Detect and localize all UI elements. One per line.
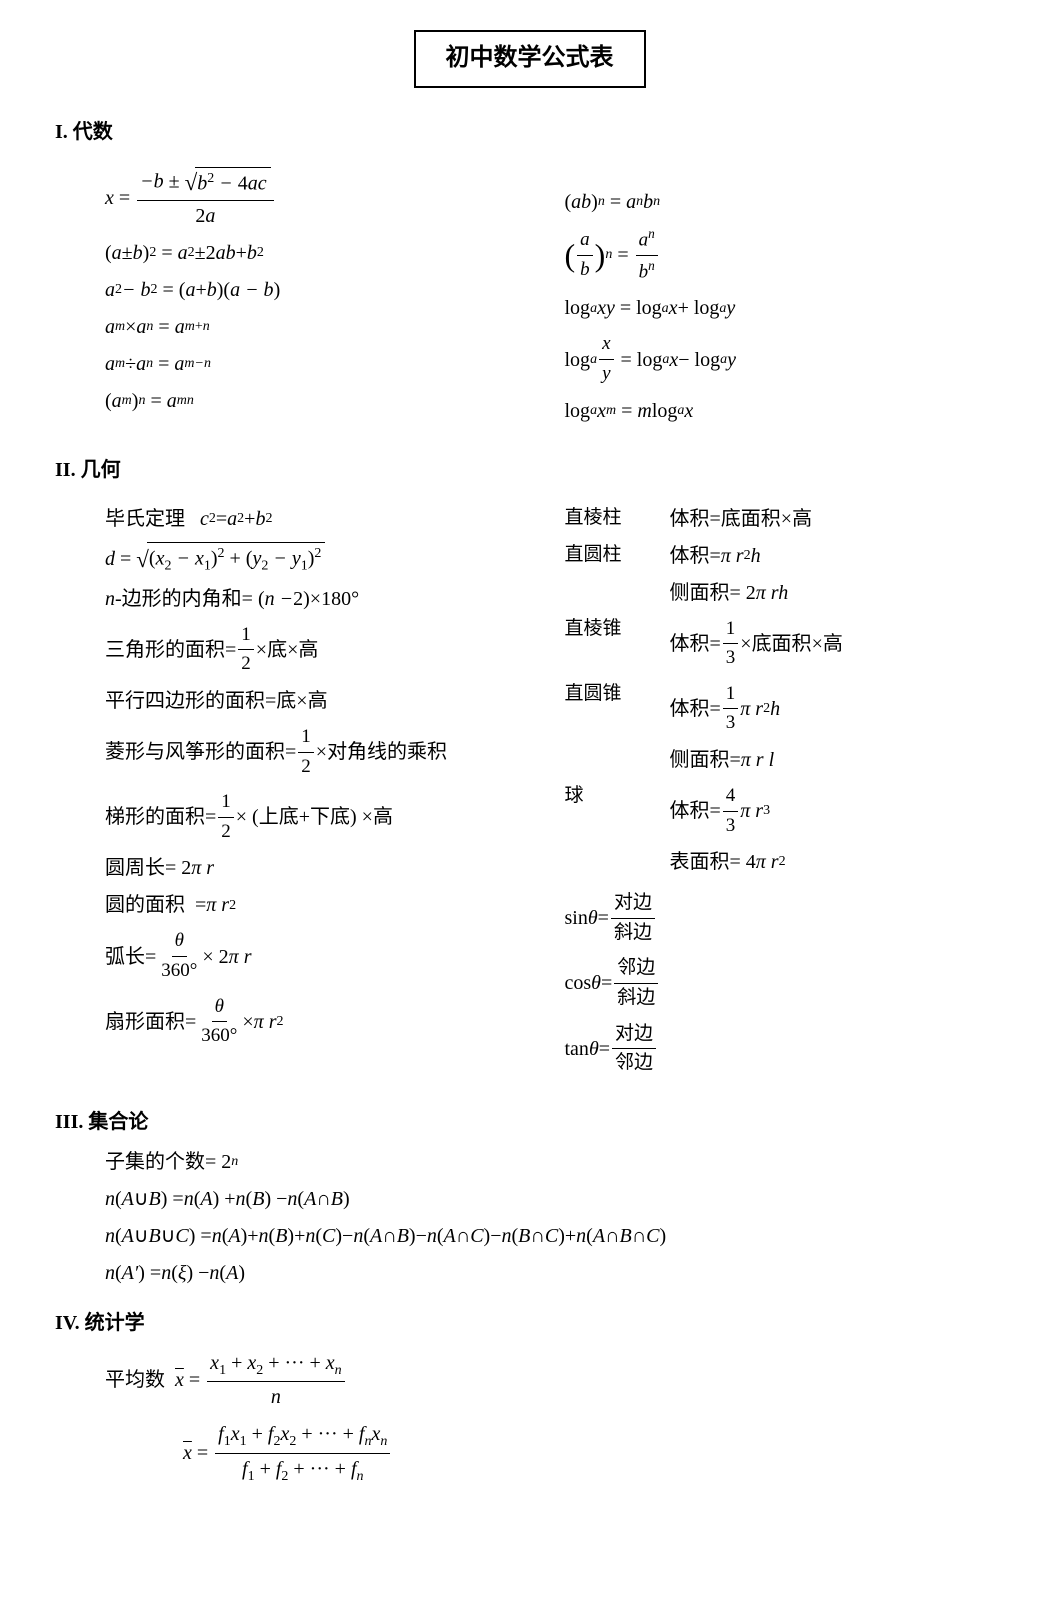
formula-exp-power: (am)n = amn (105, 387, 545, 415)
section-2-num: II. (55, 459, 76, 481)
section-4-num: IV. (55, 1312, 80, 1334)
formula-parallelogram-area: 平行四边形的面积 =底×高 (105, 687, 545, 715)
section-3-body: 子集的个数 = 2n n(A ∪ B) = n(A) + n(B) − n(A … (55, 1148, 1004, 1287)
formula-mean-simple: 平均数 x = x1 + x2 + ··· + xnn (105, 1349, 1004, 1412)
formula-polygon-angles: n-边形的内角和 = (n − 2)×180° (105, 585, 545, 613)
section-2-heading: II. 几何 (55, 456, 1004, 484)
section-4-heading: IV. 统计学 (55, 1309, 1004, 1337)
section-3-name: 集合论 (88, 1111, 148, 1133)
formula-binomial-square: (a ± b)2 = a2 ± 2ab + b2 (105, 239, 545, 267)
formula-tan: tanθ = 对边邻边 (565, 1021, 1005, 1077)
formula-circumference: 圆周长 = 2π r (105, 854, 545, 882)
formula-cylinder-volume: 直圆柱 体积= π r2h (565, 542, 1005, 570)
formula-arc-length: 弧长 = θ360°× 2π r (105, 928, 545, 984)
formula-quot-power: (ab)n = anbn (565, 225, 1005, 286)
section-4-name: 统计学 (85, 1312, 145, 1334)
formula-exp-div: am ÷ an = am−n (105, 350, 545, 378)
section-2-body: 毕氏定理 c2 = a2 + b2 d = √(x2 − x1)2 + (y2 … (55, 496, 1004, 1086)
formula-trapezoid-area: 梯形的面积 = 12× (上底+下底) ×高 (105, 789, 545, 845)
formula-inclusion-2: n(A ∪ B) = n(A) + n(B) − n(A ∩ B) (105, 1185, 1004, 1213)
section-3-heading: III. 集合论 (55, 1108, 1004, 1136)
formula-prism-volume: 直棱柱 体积=底面积×高 (565, 505, 1005, 533)
section-1-body: x = −b ± √b2 − 4ac2a (a ± b)2 = a2 ± 2ab… (55, 158, 1004, 434)
section-1-name: 代数 (73, 121, 113, 143)
section-2-name: 几何 (81, 459, 121, 481)
section-3-num: III. (55, 1111, 83, 1133)
section-4-body: 平均数 x = x1 + x2 + ··· + xnn x = f1x1 + f… (55, 1349, 1004, 1487)
formula-mean-weighted: x = f1x1 + f2x2 + ··· + fnxnf1 + f2 + ··… (105, 1420, 1004, 1486)
formula-cone-lateral: 侧面积 = π r l (565, 746, 1005, 774)
section-1-num: I. (55, 121, 68, 143)
section-2-right: 直棱柱 体积=底面积×高 直圆柱 体积= π r2h 侧面积 = 2π rh 直… (565, 496, 1005, 1086)
section-1-left: x = −b ± √b2 − 4ac2a (a ± b)2 = a2 ± 2ab… (55, 158, 545, 434)
formula-exp-mult: am × an = am+n (105, 313, 545, 341)
section-1-right: (ab)n = anbn (ab)n = anbn loga xy = loga… (565, 158, 1005, 434)
formula-pyramid-volume: 直棱锥 体积=13×底面积×高 (565, 616, 1005, 672)
formula-cylinder-lateral: 侧面积 = 2π rh (565, 579, 1005, 607)
formula-subsets: 子集的个数 = 2n (105, 1148, 1004, 1176)
formula-log-div: loga xy = loga x − loga y (565, 331, 1005, 387)
formula-sector-area: 扇形面积 = θ360°× π r2 (105, 994, 545, 1050)
formula-sphere-volume: 球 体积=43π r3 (565, 783, 1005, 839)
formula-pythagoras: 毕氏定理 c2 = a2 + b2 (105, 505, 545, 533)
formula-distance: d = √(x2 − x1)2 + (y2 − y1)2 (105, 542, 545, 576)
formula-quadratic: x = −b ± √b2 − 4ac2a (105, 167, 545, 230)
formula-sphere-surface: 表面积 = 4π r2 (565, 848, 1005, 876)
formula-prod-power: (ab)n = anbn (565, 188, 1005, 216)
formula-triangle-area: 三角形的面积 = 12×底×高 (105, 622, 545, 678)
formula-log-mult: loga xy = loga x + loga y (565, 294, 1005, 322)
formula-inclusion-3: n(A∪B∪C) = n(A)+n(B)+n(C)−n(A∩B)−n(A∩C)−… (105, 1222, 1004, 1250)
formula-complement: n(A′) = n(ξ) − n(A) (105, 1259, 1004, 1287)
formula-cos: cosθ = 邻边斜边 (565, 955, 1005, 1011)
formula-sin: sinθ = 对边斜边 (565, 890, 1005, 946)
page-title: 初中数学公式表 (414, 30, 646, 88)
formula-diff-squares: a2 − b2 = (a + b)(a − b) (105, 276, 545, 304)
formula-rhombus-area: 菱形与风筝形的面积 = 12×对角线的乘积 (105, 724, 545, 780)
formula-circle-area: 圆的面积 = π r2 (105, 891, 545, 919)
section-2-left: 毕氏定理 c2 = a2 + b2 d = √(x2 − x1)2 + (y2 … (55, 496, 545, 1086)
section-1-heading: I. 代数 (55, 118, 1004, 146)
formula-log-power: loga xm = mloga x (565, 397, 1005, 425)
formula-cone-volume: 直圆锥 体积=13π r2h (565, 681, 1005, 737)
